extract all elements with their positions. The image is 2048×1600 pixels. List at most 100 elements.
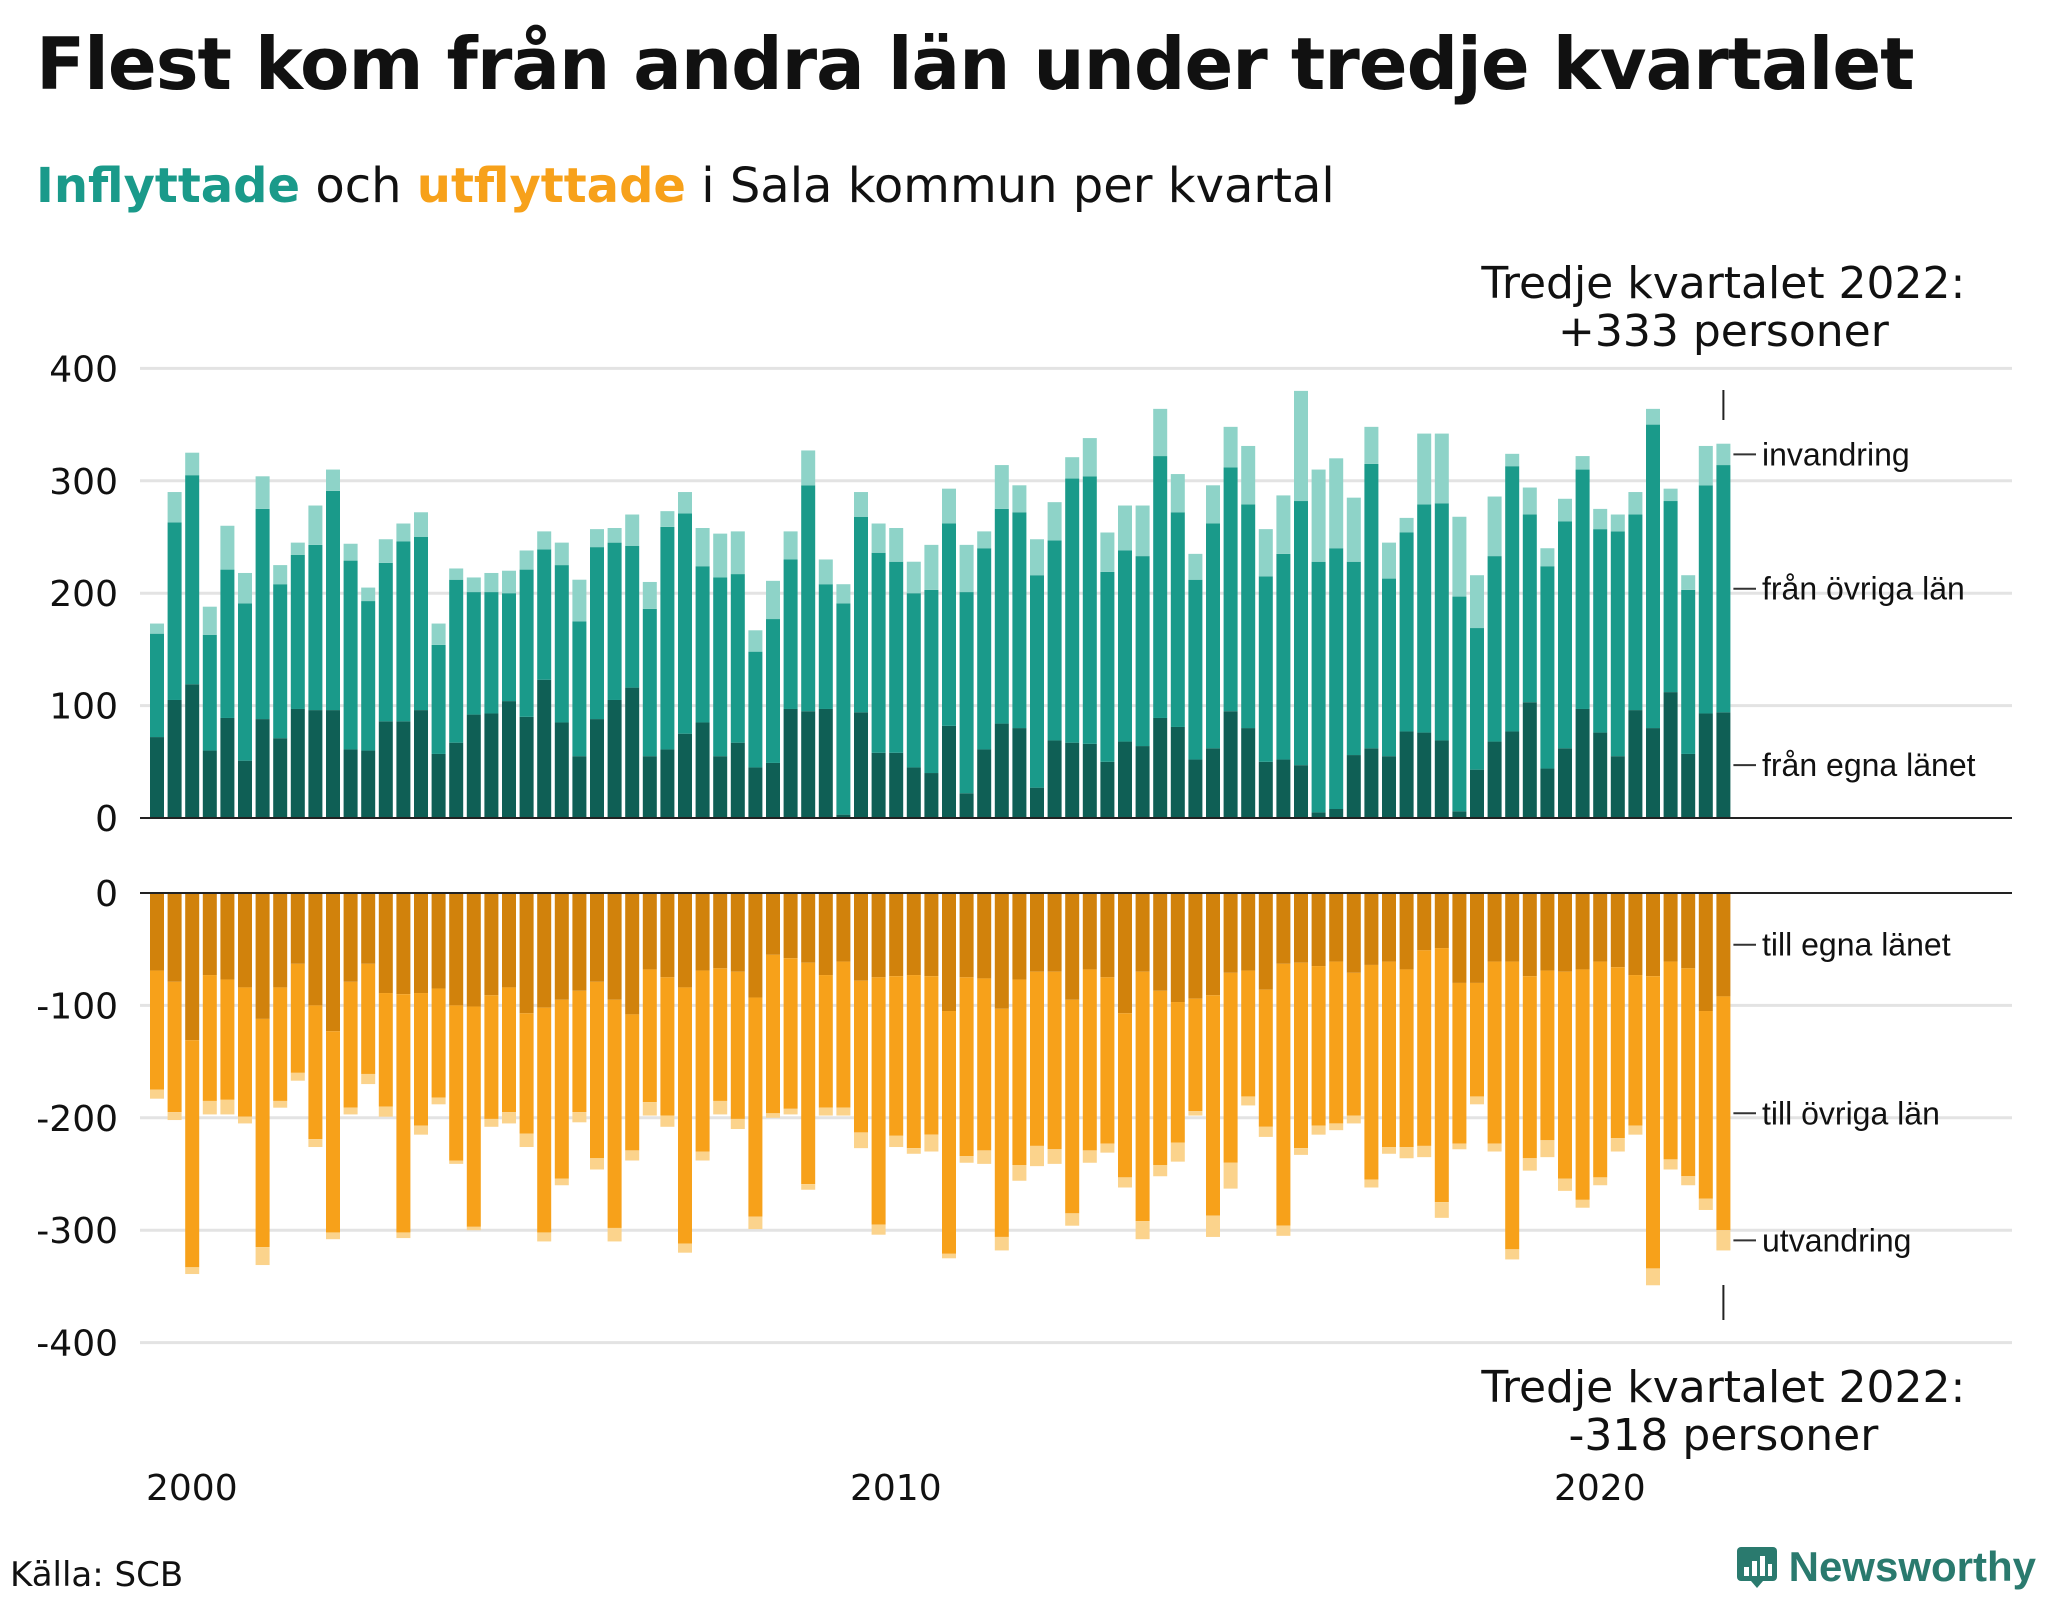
- bar-in-immigration: [1470, 575, 1484, 629]
- bar-out-other-counties: [1118, 1013, 1132, 1178]
- bar-out-other-counties: [1135, 971, 1150, 1222]
- bar-out-other-counties: [924, 976, 939, 1135]
- bar-out-emigration: [713, 1100, 728, 1115]
- bar-out-emigration: [801, 1184, 816, 1190]
- bar-in-immigration: [167, 492, 182, 523]
- bar-in-other-counties: [1417, 504, 1432, 733]
- bar-in-other-counties: [818, 584, 833, 709]
- bar-out-emigration: [1593, 1177, 1608, 1186]
- bar-out-own-county: [1012, 893, 1027, 980]
- bar-out-emigration: [1382, 1147, 1396, 1154]
- bar-out-other-counties: [466, 1006, 481, 1227]
- bar-in-immigration: [642, 581, 657, 609]
- bar-out-own-county: [1540, 893, 1555, 971]
- bar-in-other-counties: [343, 560, 358, 750]
- bar-in-other-counties: [1206, 523, 1220, 749]
- bar-out-own-county: [1065, 893, 1080, 1000]
- annotation-out-line1: Tredje kvartalet 2022:: [1480, 1362, 1965, 1413]
- bar-out-other-counties: [1065, 999, 1080, 1214]
- bar-out-emigration: [642, 1102, 657, 1116]
- bar-in-other-counties: [607, 542, 622, 700]
- bar-out-other-counties: [695, 970, 710, 1152]
- y-tick-label-in: 300: [49, 462, 118, 503]
- bar-in-immigration: [484, 572, 499, 593]
- bar-in-other-counties: [238, 603, 252, 761]
- bar-in-own-county: [396, 721, 411, 818]
- bar-in-own-county: [554, 722, 569, 818]
- bar-in-own-county: [431, 753, 446, 818]
- bar-in-own-county: [537, 679, 552, 818]
- bar-out-own-county: [484, 893, 499, 996]
- bar-in-other-counties: [1716, 465, 1731, 713]
- bar-in-own-county: [1487, 741, 1502, 818]
- bar-in-immigration: [1558, 498, 1572, 522]
- bar-in-own-county: [1100, 761, 1115, 818]
- bar-in-immigration: [326, 469, 340, 491]
- bar-out-emigration: [1663, 1159, 1678, 1170]
- bar-out-emigration: [1241, 1096, 1256, 1106]
- bar-in-own-county: [343, 749, 358, 818]
- bar-out-own-county: [238, 893, 252, 988]
- bar-out-emigration: [678, 1243, 692, 1253]
- bar-in-immigration: [308, 505, 323, 545]
- bar-out-emigration: [1505, 1249, 1520, 1260]
- bar-out-own-county: [1294, 893, 1308, 963]
- bar-in-immigration: [220, 525, 235, 570]
- bar-out-emigration: [1082, 1150, 1097, 1163]
- bar-out-other-counties: [942, 1011, 956, 1254]
- bar-in-other-counties: [1382, 578, 1396, 757]
- bar-out-own-county: [1434, 893, 1449, 949]
- bar-in-immigration: [449, 568, 464, 580]
- bar-in-own-county: [1065, 742, 1080, 818]
- bar-out-own-county: [748, 893, 763, 998]
- bar-in-immigration: [1223, 426, 1238, 468]
- bar-in-own-county: [1417, 732, 1432, 818]
- bar-in-own-county: [1646, 728, 1660, 818]
- bar-out-own-county: [1575, 893, 1590, 970]
- bar-in-own-county: [1382, 756, 1396, 818]
- bar-out-other-counties: [537, 1007, 552, 1233]
- bar-in-other-counties: [1628, 514, 1643, 711]
- bar-in-immigration: [607, 528, 622, 543]
- bar-in-immigration: [572, 579, 587, 622]
- bar-out-own-county: [1258, 893, 1273, 990]
- bar-out-own-county: [1399, 893, 1414, 970]
- bar-out-own-county: [942, 893, 956, 1012]
- bar-in-immigration: [994, 465, 1009, 509]
- bar-out-other-counties: [273, 987, 288, 1101]
- bar-in-other-counties: [1681, 589, 1696, 754]
- bar-in-own-county: [1575, 708, 1590, 818]
- bar-in-immigration: [924, 544, 939, 590]
- bar-in-immigration: [906, 561, 921, 594]
- bar-out-other-counties: [1153, 990, 1168, 1166]
- bar-out-emigration: [466, 1226, 481, 1231]
- bar-in-other-counties: [994, 508, 1009, 724]
- bar-in-own-county: [924, 773, 939, 818]
- bar-out-emigration: [1223, 1162, 1238, 1189]
- y-tick-label-out: 0: [95, 874, 118, 915]
- bar-out-own-county: [625, 893, 640, 1015]
- bar-in-other-counties: [1241, 504, 1256, 729]
- bar-in-immigration: [836, 584, 851, 604]
- chart-title: Flest kom från andra län under tredje kv…: [36, 22, 1915, 106]
- bar-out-own-county: [642, 893, 657, 970]
- bar-out-other-counties: [343, 981, 358, 1108]
- bar-in-own-county: [678, 733, 692, 818]
- bar-in-other-counties: [273, 584, 288, 739]
- series-label-in: från egna länet: [1762, 747, 1976, 783]
- bar-out-emigration: [660, 1115, 675, 1127]
- bar-in-immigration: [1135, 505, 1150, 557]
- bar-out-emigration: [202, 1100, 217, 1115]
- bar-in-immigration: [1012, 485, 1027, 513]
- bar-in-other-counties: [150, 633, 164, 738]
- annotation-in-line1: Tredje kvartalet 2022:: [1480, 258, 1965, 309]
- bar-out-other-counties: [326, 1031, 340, 1233]
- bar-out-own-county: [1382, 893, 1396, 962]
- subtitle-utflyttade: utflyttade: [416, 158, 686, 214]
- bar-in-other-counties: [255, 508, 270, 720]
- bar-out-own-county: [1170, 893, 1185, 1003]
- bar-in-other-counties: [1065, 478, 1080, 743]
- bar-in-other-counties: [185, 475, 200, 685]
- bar-out-own-county: [836, 893, 851, 962]
